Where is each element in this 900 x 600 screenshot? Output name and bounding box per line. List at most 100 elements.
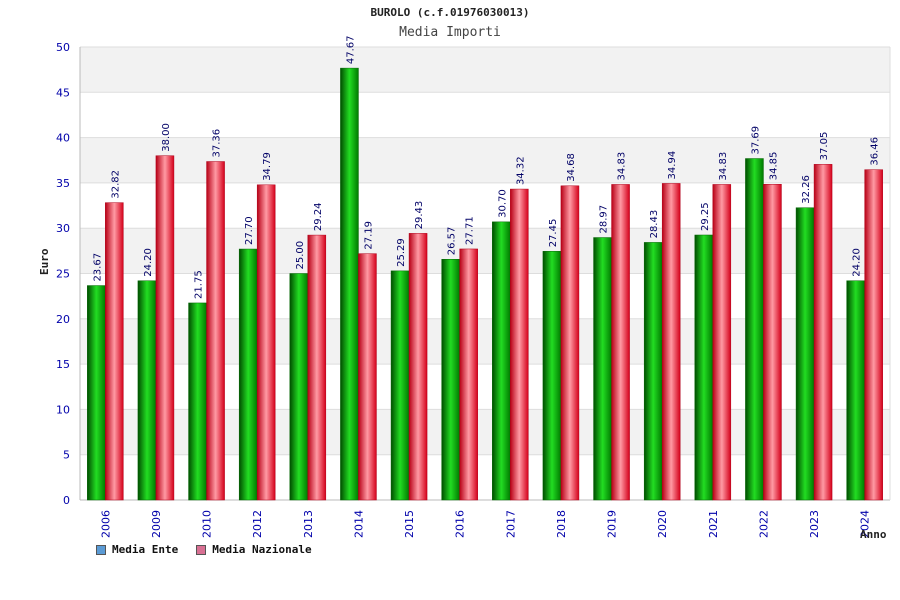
bar-nazionale [307, 234, 327, 501]
data-label-ente: 27.70 [244, 216, 255, 245]
bar-ente [340, 67, 359, 501]
bar-ente [188, 302, 207, 501]
bar-nazionale [408, 233, 428, 501]
bar-ente [238, 248, 258, 501]
data-label-nazionale: 37.36 [212, 129, 223, 158]
bar-nazionale [864, 169, 883, 501]
chart-title: BUROLO (c.f.01976030013) [370, 6, 530, 19]
bar-ente [390, 270, 410, 501]
x-tick-label: 2019 [606, 510, 619, 538]
data-label-ente: 25.00 [295, 241, 306, 270]
bar-nazionale [712, 184, 732, 501]
legend-swatch-nazionale [196, 544, 207, 555]
data-label-nazionale: 34.79 [262, 152, 273, 181]
x-tick-label: 2014 [352, 510, 365, 538]
y-tick-label: 50 [56, 41, 70, 54]
bar-nazionale [611, 184, 630, 501]
bar-nazionale [206, 161, 225, 501]
bar-nazionale [358, 253, 377, 501]
data-label-ente: 24.20 [852, 248, 863, 277]
bar-nazionale [105, 202, 124, 501]
legend-item-ente: Media Ente [96, 543, 178, 556]
bar-ente [694, 234, 714, 501]
data-label-nazionale: 27.71 [465, 216, 476, 245]
y-tick-label: 10 [56, 403, 70, 416]
bar-ente [846, 280, 865, 501]
data-label-ente: 30.70 [497, 189, 508, 218]
x-tick-label: 2020 [656, 510, 669, 538]
bar-nazionale [510, 188, 529, 501]
legend: Media Ente Media Nazionale [96, 543, 312, 556]
data-label-nazionale: 38.00 [161, 123, 172, 152]
data-label-ente: 25.29 [396, 238, 407, 267]
data-label-ente: 28.97 [599, 205, 610, 234]
bar-ente [795, 207, 815, 501]
bar-ente [289, 273, 309, 501]
bar-nazionale [155, 155, 175, 501]
data-label-nazionale: 34.83 [718, 152, 729, 181]
data-label-nazionale: 29.24 [313, 202, 324, 231]
data-label-ente: 24.20 [143, 248, 154, 277]
data-label-nazionale: 34.94 [667, 151, 678, 180]
y-tick-label: 0 [63, 494, 70, 507]
y-tick-label: 45 [56, 86, 70, 99]
x-tick-label: 2015 [403, 510, 416, 538]
x-tick-label: 2010 [201, 510, 214, 538]
data-label-ente: 37.69 [750, 126, 761, 155]
data-label-ente: 32.26 [801, 175, 812, 204]
data-label-nazionale: 37.05 [819, 132, 830, 161]
y-tick-label: 15 [56, 358, 70, 371]
x-axis-label: Anno [860, 528, 887, 541]
y-tick-label: 35 [56, 177, 70, 190]
bar-nazionale [256, 184, 276, 501]
y-axis-label: Euro [38, 248, 51, 276]
data-label-ente: 29.25 [700, 202, 711, 231]
data-label-nazionale: 34.32 [515, 156, 526, 185]
data-label-ente: 47.67 [345, 35, 356, 64]
bar-nazionale [813, 164, 833, 501]
data-label-ente: 27.45 [548, 219, 559, 248]
data-label-nazionale: 36.46 [870, 137, 881, 166]
data-label-ente: 28.43 [649, 210, 660, 239]
legend-swatch-ente [96, 544, 106, 555]
x-tick-label: 2024 [859, 510, 872, 538]
y-tick-label: 40 [56, 132, 70, 145]
data-label-nazionale: 34.68 [566, 153, 577, 182]
bar-nazionale [661, 183, 681, 501]
bar-ente [441, 259, 460, 501]
bar-ente [542, 251, 562, 501]
bar-ente [643, 242, 663, 501]
data-label-nazionale: 34.85 [768, 152, 779, 181]
x-tick-label: 2016 [454, 510, 467, 538]
bar-ente [137, 280, 157, 501]
x-tick-label: 2017 [504, 510, 517, 538]
data-label-ente: 21.75 [194, 270, 205, 299]
legend-label-nazionale: Media Nazionale [212, 543, 312, 556]
y-tick-label: 20 [56, 313, 70, 326]
bar-nazionale [459, 248, 478, 501]
y-tick-label: 5 [63, 449, 70, 462]
bar-ente [745, 158, 764, 501]
bar-ente [87, 285, 106, 501]
bar-ente [593, 237, 612, 501]
x-tick-label: 2012 [251, 510, 264, 538]
data-label-ente: 26.57 [447, 227, 458, 256]
bar-nazionale [763, 184, 782, 501]
grid-band [80, 47, 890, 93]
legend-item-nazionale: Media Nazionale [196, 543, 312, 556]
x-tick-label: 2006 [99, 510, 112, 538]
x-tick-label: 2018 [555, 510, 568, 538]
y-tick-label: 30 [56, 222, 70, 235]
data-label-ente: 23.67 [92, 253, 103, 282]
data-label-nazionale: 29.43 [414, 201, 425, 230]
legend-label-ente: Media Ente [112, 543, 179, 556]
bar-nazionale [560, 185, 580, 501]
y-tick-label: 25 [56, 268, 70, 281]
x-tick-label: 2021 [707, 510, 720, 538]
data-label-nazionale: 32.82 [110, 170, 121, 199]
chart-subtitle: Media Importi [399, 25, 501, 40]
bar-ente [492, 221, 511, 501]
x-tick-label: 2022 [757, 510, 770, 538]
